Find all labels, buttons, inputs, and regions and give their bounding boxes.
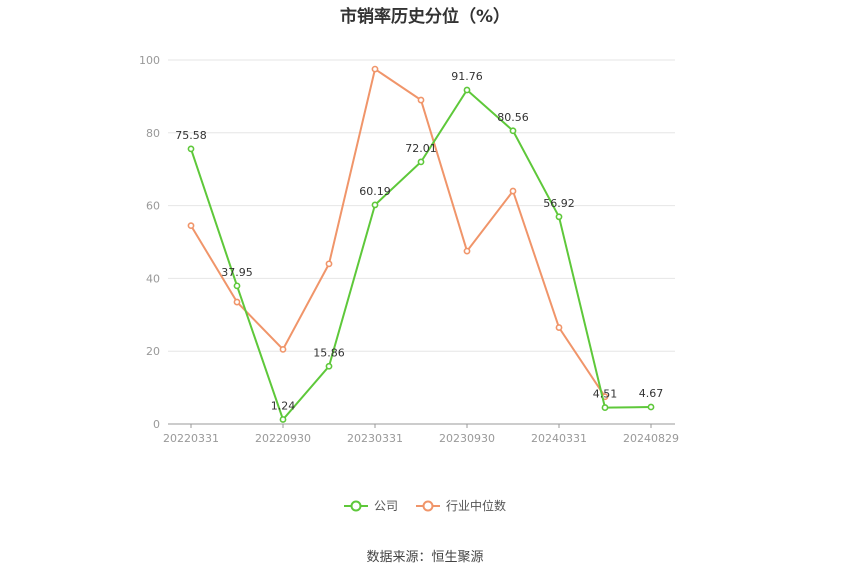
x-tick-label: 20220331 <box>163 432 219 445</box>
data-point-industry-median <box>233 298 241 306</box>
data-point-company <box>325 362 333 370</box>
data-point-company <box>279 416 287 423</box>
y-tick-label: 60 <box>146 200 160 213</box>
axis-layer: 0 20 40 60 80 100 20220331 20220930 20230331 2023… <box>139 54 679 445</box>
line-chart: 0 20 40 60 80 100 20220331 20220930 20230331 2023… <box>139 54 679 445</box>
data-point-industry-median <box>555 324 563 331</box>
x-tick-label: 20230930 <box>439 432 495 445</box>
data-point-industry-median <box>463 247 471 255</box>
data-label: 75.58 <box>175 129 207 142</box>
data-label: 15.86 <box>313 346 345 359</box>
y-tick-label: 20 <box>146 345 160 358</box>
chart-title: 市销率历史分位（%） <box>339 7 511 27</box>
y-tick-label: 40 <box>146 272 160 285</box>
data-point-industry-median <box>371 65 379 73</box>
x-tick-label: 20240331 <box>531 432 587 445</box>
legend-label-company: 公司 <box>373 499 398 513</box>
data-label-layer: 75.58 37.95 1.24 15.86 60.19 72.01 91.76 80.56 5… <box>175 70 663 412</box>
data-point-company <box>601 404 609 411</box>
legend: 公司 行业中位数 <box>0 497 850 514</box>
series-layer <box>187 65 655 423</box>
data-point-company <box>417 158 425 166</box>
y-tick-label: 0 <box>153 418 160 431</box>
legend-line-green-icon <box>343 500 368 511</box>
data-label: 56.92 <box>543 197 575 210</box>
data-point-company <box>555 213 563 221</box>
data-point-company <box>187 145 195 153</box>
x-tick-label: 20240829 <box>623 432 679 445</box>
legend-line-orange-icon <box>416 500 440 511</box>
data-label: 37.95 <box>221 266 253 279</box>
data-point-company <box>233 282 241 290</box>
data-point-company <box>509 127 517 135</box>
data-point-company <box>647 403 655 411</box>
data-point-industry-median <box>325 260 333 268</box>
data-point-industry-median <box>187 222 195 230</box>
data-point-industry-median <box>279 345 287 353</box>
data-point-industry-median <box>417 96 425 104</box>
legend-label-industry-median: 行业中位数 <box>446 499 507 513</box>
data-label: 1.24 <box>271 399 296 412</box>
data-label: 80.56 <box>497 111 529 124</box>
data-label: 91.76 <box>451 70 483 83</box>
y-tick-label: 80 <box>146 127 160 140</box>
x-tick-label: 20230331 <box>347 432 403 445</box>
data-source: 数据来源：恒生聚源 <box>366 550 484 565</box>
series-line-industry-median <box>190 67 606 398</box>
data-point-industry-median <box>509 187 517 195</box>
y-tick-label: 100 <box>139 54 160 67</box>
data-label: 60.19 <box>359 185 391 198</box>
grid-layer <box>168 59 675 425</box>
data-label: 72.01 <box>405 142 437 155</box>
series-line-company <box>190 88 652 422</box>
data-point-company <box>371 201 379 209</box>
data-label: 4.67 <box>639 387 664 400</box>
data-point-company <box>463 86 471 94</box>
legend-item-industry-median[interactable]: 行业中位数 <box>416 497 506 514</box>
data-label: 4.51 <box>593 388 618 401</box>
legend-item-company[interactable]: 公司 <box>343 497 398 514</box>
x-tick-label: 20220930 <box>255 432 311 445</box>
